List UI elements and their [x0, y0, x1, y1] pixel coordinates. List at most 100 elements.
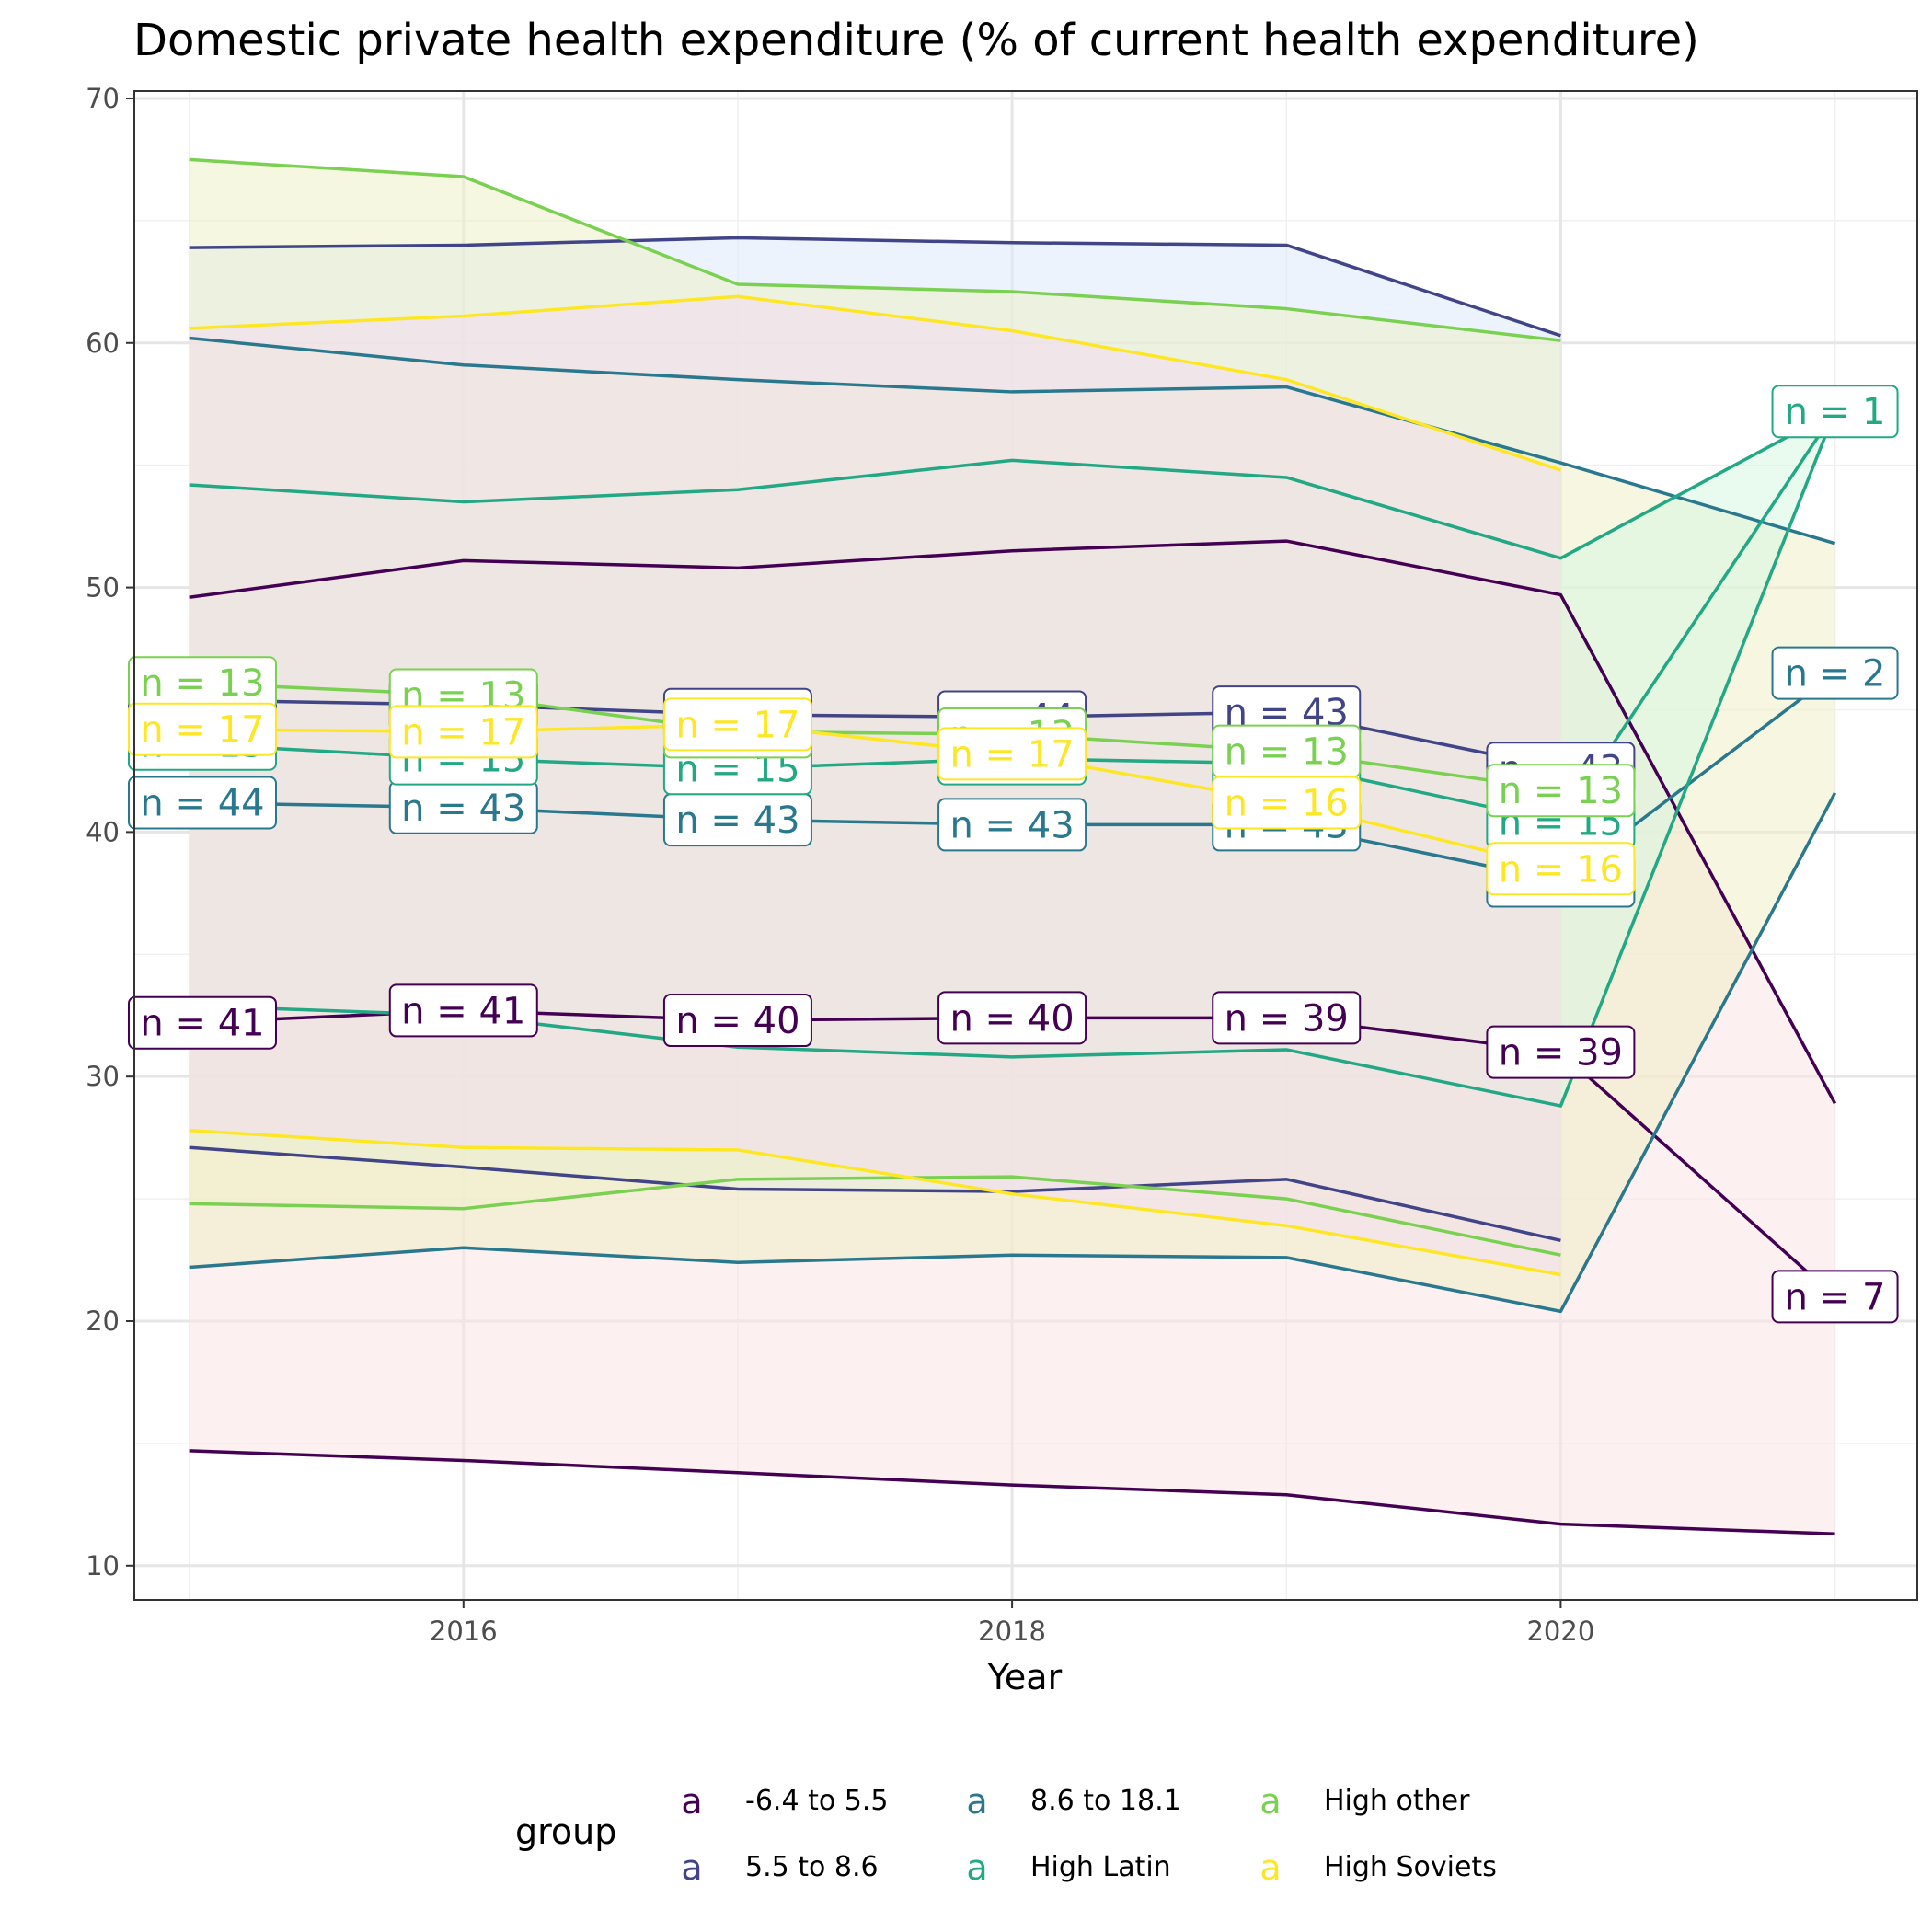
legend-item: a High Latin	[966, 1847, 1170, 1888]
n-label-text: n = 41	[140, 1003, 264, 1045]
n-label: n = 17	[128, 702, 277, 756]
plot-area: n = 41 n = 41 n = 40 n = 40 n = 39 n = 39 n = …	[128, 90, 1918, 1601]
n-label-box	[1212, 776, 1362, 830]
legend-label: -6.4 to 5.5	[745, 1785, 888, 1817]
n-label-box	[937, 727, 1087, 781]
n-label: n = 43	[937, 798, 1087, 852]
n-label-text: n = 1	[1785, 391, 1886, 433]
n-label-text: n = 17	[401, 711, 525, 753]
n-label-text: n = 13	[140, 662, 264, 705]
n-label-box	[937, 798, 1087, 852]
n-label-box	[1486, 842, 1636, 896]
legend-label: High Soviets	[1324, 1851, 1497, 1883]
legend-key: a	[966, 1781, 987, 1822]
legend-key: a	[966, 1847, 987, 1888]
y-tick-label: 10	[86, 1550, 120, 1581]
n-label: n = 16	[1212, 776, 1362, 830]
n-label-text: n = 17	[140, 709, 264, 752]
line-upper-4	[189, 157, 1561, 342]
x-tick-label: 2020	[1526, 1616, 1594, 1647]
line-lower-1	[189, 1145, 1561, 1242]
n-label: n = 1	[1771, 385, 1899, 439]
legend-title: group	[515, 1811, 616, 1852]
n-label-box	[388, 705, 538, 759]
n-label: n = 17	[937, 727, 1087, 781]
n-label-text: n = 17	[949, 733, 1074, 776]
n-label: n = 41	[128, 995, 277, 1050]
legend-item: a 5.5 to 8.6	[681, 1847, 878, 1888]
n-label-text: n = 13	[1225, 731, 1349, 774]
line-lower-4	[189, 1175, 1561, 1257]
y-tick-label: 30	[86, 1061, 120, 1092]
axes: 10 20 30 40 50 60 70 2016 2018 2020	[86, 83, 1594, 1647]
plot-border	[133, 90, 1918, 1601]
n-label-box	[1486, 764, 1636, 818]
n-label-text: n = 13	[1499, 770, 1623, 812]
legend-items: a -6.4 to 5.5 a 5.5 to 8.6 a 8.6 to 18.1 a High…	[681, 1781, 1496, 1888]
n-label: n = 40	[937, 991, 1087, 1045]
legend-label: High other	[1324, 1785, 1470, 1817]
n-label-box	[1486, 1025, 1636, 1079]
legend: group a -6.4 to 5.5 a 5.5 to 8.6 a 8.6 to 18.…	[515, 1781, 1497, 1888]
legend-key: a	[1259, 1781, 1281, 1822]
n-label: n = 39	[1212, 991, 1362, 1045]
legend-label: High Latin	[1030, 1851, 1171, 1883]
n-label: n = 17	[388, 705, 538, 759]
n-label-text: n = 41	[401, 990, 525, 1032]
n-label-text: n = 43	[949, 804, 1074, 846]
line-upper-3	[189, 409, 1836, 560]
n-label: n = 40	[662, 994, 812, 1048]
n-label: n = 7	[1771, 1270, 1899, 1324]
n-label: n = 2	[1771, 646, 1899, 700]
n-label-text: n = 39	[1225, 997, 1349, 1040]
n-label: n = 13	[1486, 764, 1636, 818]
y-tick-label: 70	[86, 83, 120, 114]
n-label: n = 43	[662, 793, 812, 847]
line-upper-5	[189, 294, 1561, 472]
n-label-box	[1771, 385, 1899, 439]
line-lower-2	[189, 792, 1837, 1314]
n-label-box	[128, 776, 277, 830]
n-label: n = 16	[1486, 842, 1636, 896]
legend-item: a -6.4 to 5.5	[681, 1781, 888, 1822]
n-label-box	[1771, 646, 1899, 700]
line-lower-0	[189, 1449, 1835, 1535]
n-label: n = 13	[128, 656, 277, 710]
n-label-box	[937, 991, 1087, 1045]
y-tick-label: 40	[86, 816, 120, 847]
n-label-text: n = 16	[1499, 848, 1623, 891]
x-axis-title: Year	[987, 1657, 1063, 1697]
n-label-text: n = 39	[1499, 1032, 1623, 1075]
line-upper-0	[189, 539, 1837, 1105]
n-label-box	[1212, 991, 1362, 1045]
legend-label: 5.5 to 8.6	[745, 1851, 879, 1883]
legend-key: a	[681, 1847, 702, 1888]
chart-title: Domestic private health expenditure (% o…	[133, 15, 1699, 66]
legend-key: a	[1259, 1847, 1281, 1888]
n-label-box	[1771, 1270, 1899, 1324]
line-upper-2	[189, 336, 1836, 546]
x-tick-label: 2018	[978, 1616, 1046, 1647]
legend-item: a High Soviets	[1259, 1847, 1496, 1888]
n-label-text: n = 43	[401, 788, 525, 830]
n-label-text: n = 16	[1225, 782, 1349, 824]
n-label: n = 13	[1212, 724, 1362, 778]
n-label-text: n = 17	[675, 704, 799, 746]
n-label-box	[128, 995, 277, 1050]
n-label-text: n = 44	[140, 782, 264, 824]
n-label: n = 41	[388, 983, 538, 1038]
n-label: n = 43	[388, 780, 538, 834]
legend-label: 8.6 to 18.1	[1030, 1785, 1181, 1817]
n-label: n = 44	[128, 776, 277, 830]
n-label-text: n = 43	[675, 799, 799, 842]
n-label-text: n = 40	[675, 1000, 799, 1042]
n-label-text: n = 7	[1785, 1276, 1886, 1318]
n-label-box	[662, 697, 812, 752]
n-labels: n = 41 n = 41 n = 40 n = 40 n = 39 n = 39 n = …	[128, 385, 1899, 1324]
y-tick-label: 60	[86, 328, 120, 359]
n-label-box	[662, 994, 812, 1048]
n-label: n = 39	[1486, 1025, 1636, 1079]
n-label-text: n = 40	[949, 997, 1074, 1040]
n-label: n = 17	[662, 697, 812, 752]
